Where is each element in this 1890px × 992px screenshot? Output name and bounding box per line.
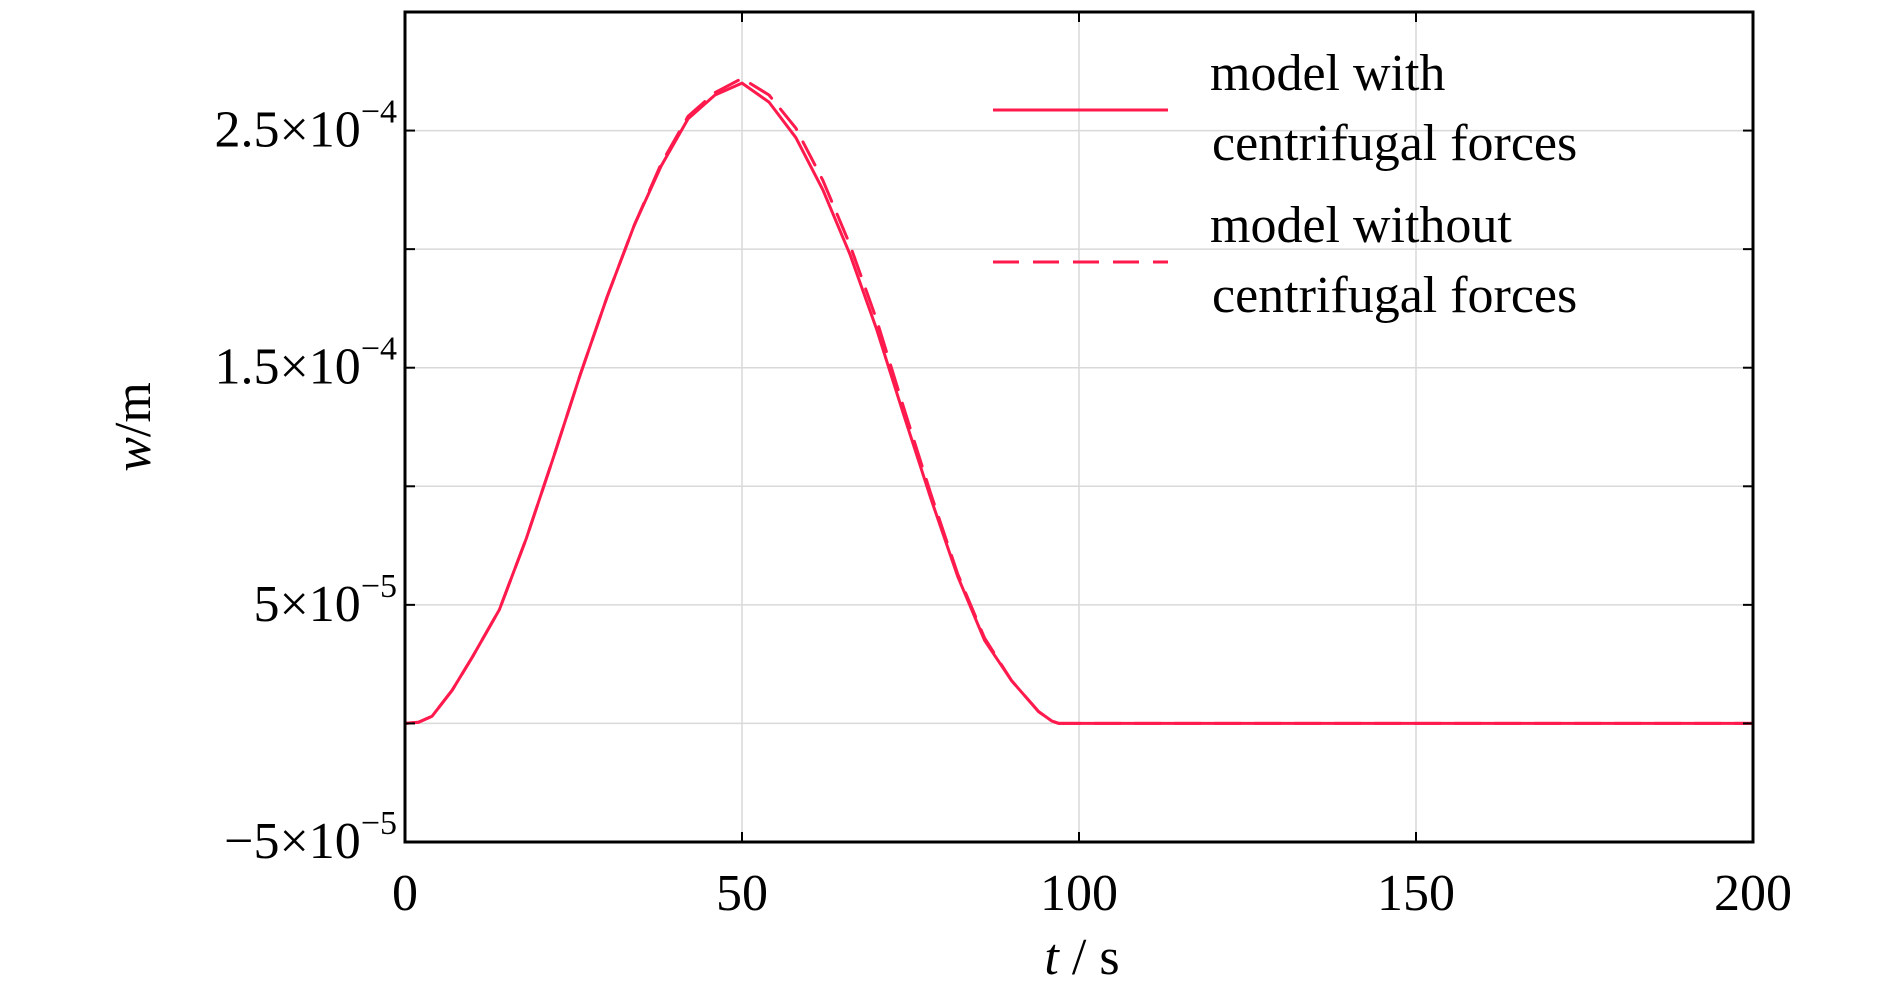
x-axis-label-unit: / s bbox=[1059, 929, 1120, 986]
legend-label-model-with-line2: centrifugal forces bbox=[1212, 115, 1577, 172]
y-axis-label-var: w bbox=[105, 437, 162, 472]
y-axis-label: w/m bbox=[105, 382, 162, 472]
x-tick-label: 100 bbox=[1040, 865, 1118, 922]
y-tick-label: 2.5×10−4 bbox=[214, 94, 397, 159]
tick-label-layer: 0 50 100 150 200 −5×10−5 5×10−5 1.5×10−4 2.5×10−… bbox=[214, 94, 1792, 922]
y-tick-label: −5×10−5 bbox=[224, 805, 397, 870]
legend-label-model-without-line1: model without bbox=[1210, 197, 1512, 254]
legend: model with centrifugal forces model with… bbox=[993, 45, 1577, 324]
y-tick-label: 1.5×10−4 bbox=[214, 331, 397, 396]
x-axis-label-var: t bbox=[1044, 929, 1060, 986]
series-line-model-without bbox=[403, 76, 1755, 725]
x-tick-label: 0 bbox=[392, 865, 418, 922]
x-tick-label: 50 bbox=[716, 865, 768, 922]
legend-label-model-without-line2: centrifugal forces bbox=[1212, 267, 1577, 324]
x-axis-label: t / s bbox=[1044, 929, 1119, 986]
series-layer bbox=[403, 76, 1755, 725]
tick-layer bbox=[404, 11, 1754, 843]
legend-label-model-with-line1: model with bbox=[1210, 45, 1445, 102]
x-tick-label: 200 bbox=[1714, 865, 1792, 922]
y-axis-label-unit: /m bbox=[105, 382, 162, 437]
grid-layer bbox=[405, 12, 1753, 842]
x-tick-label: 150 bbox=[1377, 865, 1455, 922]
y-tick-label: 5×10−5 bbox=[253, 568, 397, 633]
